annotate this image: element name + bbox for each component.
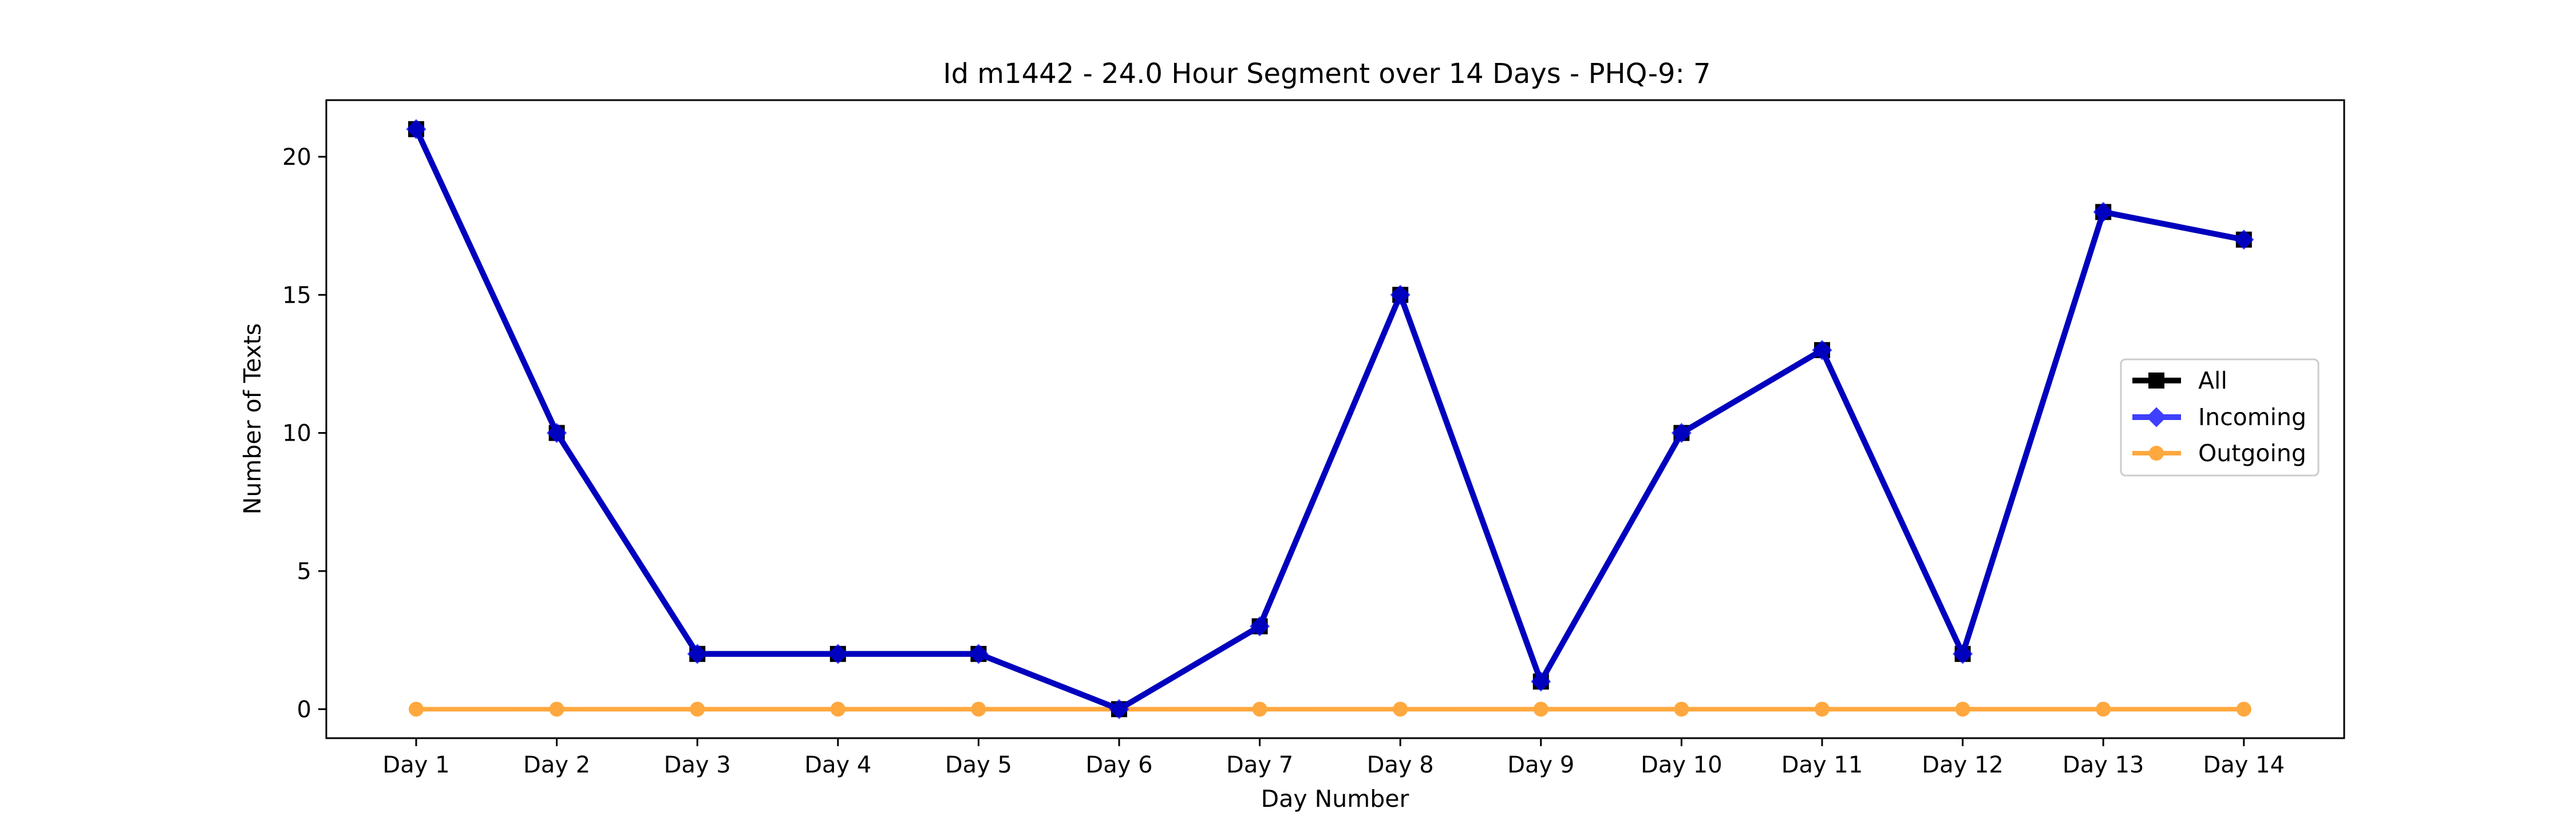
data-point-outgoing — [1674, 702, 1689, 717]
data-point-incoming — [1250, 616, 1270, 637]
y-tick-label: 10 — [282, 421, 311, 447]
y-tick-label: 20 — [282, 144, 311, 171]
x-tick-label: Day 4 — [804, 752, 871, 778]
x-tick-label: Day 3 — [664, 752, 731, 778]
series-line-all — [413, 126, 2247, 712]
plot-area — [406, 119, 2254, 719]
data-point-incoming — [828, 644, 848, 664]
x-tick-label: Day 7 — [1226, 752, 1293, 778]
legend-item-incoming — [2132, 407, 2181, 427]
x-axis: Day 1 Day 2 Day 3 Day 4 Day 5 Day 6 Day 7 Day 8… — [382, 738, 2285, 778]
data-point-outgoing — [2096, 702, 2111, 717]
y-tick-label: 0 — [297, 696, 311, 723]
plot-frame — [325, 99, 2345, 739]
x-tick-label: Day 8 — [1367, 752, 1434, 778]
data-point-outgoing — [1815, 702, 1830, 717]
data-point-outgoing — [830, 702, 846, 717]
series-all — [408, 121, 2252, 718]
x-axis-label: Day Number — [1261, 785, 1409, 813]
data-point-incoming — [1671, 423, 1692, 443]
legend-label-outgoing: Outgoing — [2198, 439, 2306, 467]
series-line-incoming — [413, 126, 2247, 712]
data-point-incoming — [547, 423, 567, 443]
y-axis-label: Number of Texts — [239, 323, 266, 515]
data-point-outgoing — [409, 702, 424, 717]
data-point-outgoing — [1955, 702, 1970, 717]
x-tick-label: Day 13 — [2063, 752, 2144, 778]
x-tick-label: Day 9 — [1507, 752, 1574, 778]
data-point-incoming — [2234, 229, 2254, 250]
y-tick-label: 5 — [297, 558, 311, 585]
data-point-incoming — [1390, 284, 1411, 305]
legend: All Incoming Outgoing — [2120, 358, 2320, 477]
series-outgoing — [409, 702, 2251, 717]
data-point-incoming — [1812, 340, 1832, 360]
legend-marker-incoming — [2146, 407, 2167, 427]
x-tick-label: Day 10 — [1641, 752, 1722, 778]
x-tick-label: Day 11 — [1781, 752, 1863, 778]
data-point-outgoing — [2236, 702, 2251, 717]
legend-box — [2120, 358, 2320, 477]
data-point-outgoing — [549, 702, 564, 717]
x-tick-label: Day 2 — [523, 752, 590, 778]
legend-label-all: All — [2198, 367, 2227, 394]
data-point-incoming — [687, 644, 708, 664]
x-tick-label: Day 12 — [1922, 752, 2004, 778]
data-point-outgoing — [1393, 702, 1408, 717]
x-tick-label: Day 1 — [382, 752, 449, 778]
legend-label-incoming: Incoming — [2198, 403, 2306, 431]
data-point-outgoing — [971, 702, 986, 717]
series-incoming — [406, 119, 2254, 719]
data-point-incoming — [1109, 699, 1129, 719]
y-axis: 0 5 10 15 20 — [282, 144, 326, 723]
data-point-incoming — [968, 644, 989, 664]
x-tick-label: Day 6 — [1085, 752, 1152, 778]
x-tick-label: Day 5 — [945, 752, 1012, 778]
data-point-outgoing — [690, 702, 705, 717]
data-point-outgoing — [1252, 702, 1267, 717]
data-point-incoming — [406, 119, 426, 140]
data-point-outgoing — [1533, 702, 1548, 717]
data-point-incoming — [2093, 201, 2113, 223]
x-tick-label: Day 14 — [2203, 752, 2285, 778]
legend-marker-outgoing — [2149, 446, 2164, 461]
y-tick-label: 15 — [282, 282, 311, 308]
legend-item-outgoing — [2132, 446, 2181, 461]
data-point-incoming — [1953, 644, 1973, 664]
legend-marker-all — [2148, 373, 2164, 389]
chart-title: Id m1442 - 24.0 Hour Segment over 14 Day… — [943, 58, 1710, 90]
data-point-incoming — [1531, 671, 1551, 692]
legend-item-all — [2132, 373, 2181, 389]
